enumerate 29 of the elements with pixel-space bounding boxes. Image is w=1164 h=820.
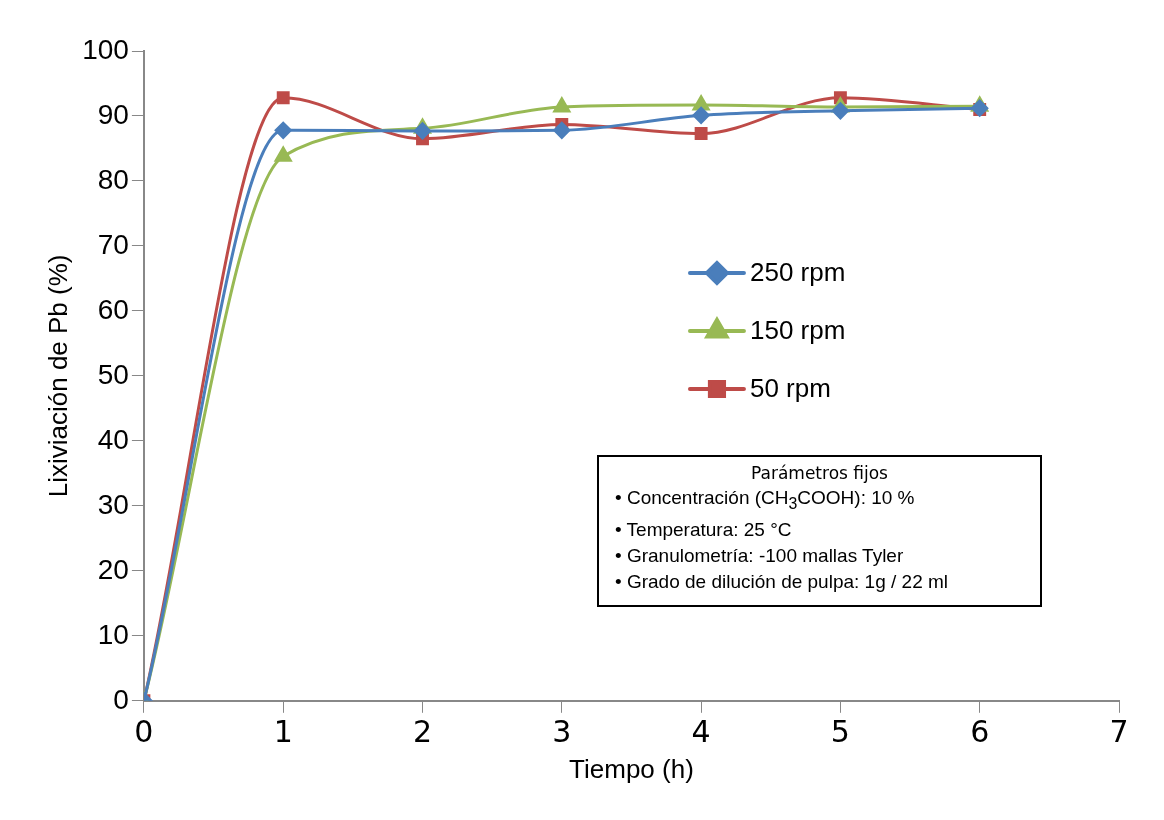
legend-label: 250 rpm — [749, 257, 846, 288]
x-tick-label: 4 — [691, 713, 711, 749]
y-tick-label: 90 — [97, 98, 129, 130]
y-tick-label: 80 — [97, 163, 129, 195]
legend-label: 50 rpm — [749, 373, 831, 404]
x-tick-label: 7 — [1109, 713, 1129, 749]
annotation: • Granulometría: -100 mallas Tyler — [615, 543, 905, 568]
y-axis-title: Lixiviación de Pb (%) — [42, 254, 73, 498]
y-tick-label: 50 — [97, 358, 129, 390]
y-tick-label: 20 — [97, 553, 129, 585]
x-tick-label: 5 — [830, 713, 850, 749]
y-tick-label: 40 — [97, 423, 129, 455]
legend-label: 150 rpm — [749, 315, 846, 346]
y-tick-label: 0 — [113, 683, 129, 715]
annotation: • Grado de dilución de pulpa: 1g / 22 ml — [615, 569, 950, 594]
x-axis-title: Tiempo (h) — [569, 753, 694, 784]
x-tick-label: 6 — [970, 713, 990, 749]
x-tick-label: 1 — [273, 713, 293, 749]
x-tick-label: 3 — [552, 713, 572, 749]
y-tick-label: 100 — [82, 33, 129, 65]
y-tick-label: 30 — [97, 488, 129, 520]
y-tick-label: 60 — [97, 293, 129, 325]
x-tick-label: 0 — [134, 713, 154, 749]
annotation: • Temperatura: 25 °C — [615, 517, 793, 542]
y-tick-label: 70 — [97, 228, 129, 260]
annotation: • Concentración (CH$_{3}$COOH): 10 % — [615, 486, 916, 514]
annotation: Parámetros fijos — [750, 463, 889, 483]
x-tick-label: 2 — [412, 713, 433, 749]
y-tick-label: 10 — [97, 618, 129, 650]
